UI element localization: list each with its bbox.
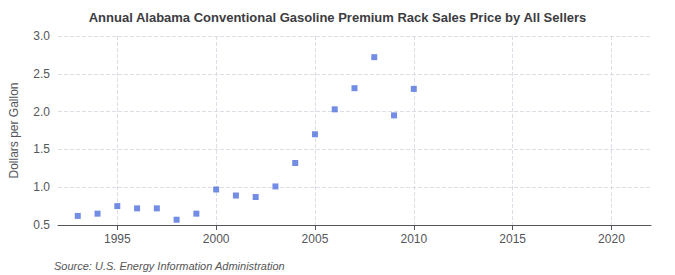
svg-text:2000: 2000 — [203, 232, 230, 246]
svg-text:2.5: 2.5 — [33, 67, 50, 81]
svg-text:1.5: 1.5 — [33, 142, 50, 156]
svg-text:Annual Alabama Conventional Ga: Annual Alabama Conventional Gasoline Pre… — [89, 10, 587, 25]
svg-text:1995: 1995 — [104, 232, 131, 246]
svg-text:Dollars per Gallon: Dollars per Gallon — [7, 82, 21, 178]
svg-text:0.5: 0.5 — [33, 218, 50, 232]
svg-text:2.0: 2.0 — [33, 105, 50, 119]
svg-text:1.0: 1.0 — [33, 180, 50, 194]
svg-text:2015: 2015 — [499, 232, 526, 246]
svg-text:Source: U.S. Energy Informatio: Source: U.S. Energy Information Administ… — [54, 260, 285, 272]
svg-text:2010: 2010 — [400, 232, 427, 246]
svg-text:3.0: 3.0 — [33, 29, 50, 43]
svg-text:2020: 2020 — [598, 232, 625, 246]
svg-text:2005: 2005 — [302, 232, 329, 246]
